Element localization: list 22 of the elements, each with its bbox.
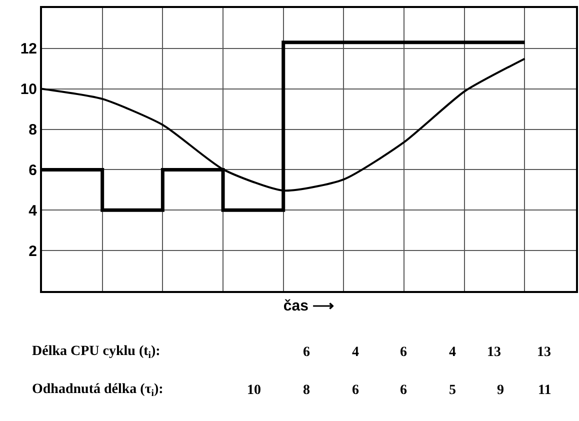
text: 4 (352, 345, 359, 360)
text: 6 (400, 345, 407, 360)
text: 10 (247, 383, 261, 398)
text: 8 (303, 383, 310, 398)
text: 13 (487, 345, 501, 360)
y-tick-label: 8 (28, 122, 37, 139)
text: 9 (497, 383, 504, 398)
text: Odhadnutá délka (τ$_{i}$): (32, 382, 164, 399)
y-tick-label: 12 (20, 40, 37, 58)
y-tick-label: 6 (28, 162, 37, 179)
text: 11 (538, 383, 552, 398)
text: 4 (449, 345, 456, 360)
text: 6 (352, 383, 359, 398)
text: 6 (400, 383, 407, 398)
text: 5 (449, 383, 456, 398)
text: 6 (303, 345, 310, 360)
text: Délka CPU cyklu (t$_{i}$): (32, 344, 160, 361)
x-axis-title: čas ⟶ (283, 298, 335, 314)
y-tick-label: 2 (28, 242, 37, 260)
y-tick-label: 10 (20, 81, 37, 98)
y-tick-label: 4 (28, 202, 38, 220)
text: 13 (537, 345, 551, 360)
